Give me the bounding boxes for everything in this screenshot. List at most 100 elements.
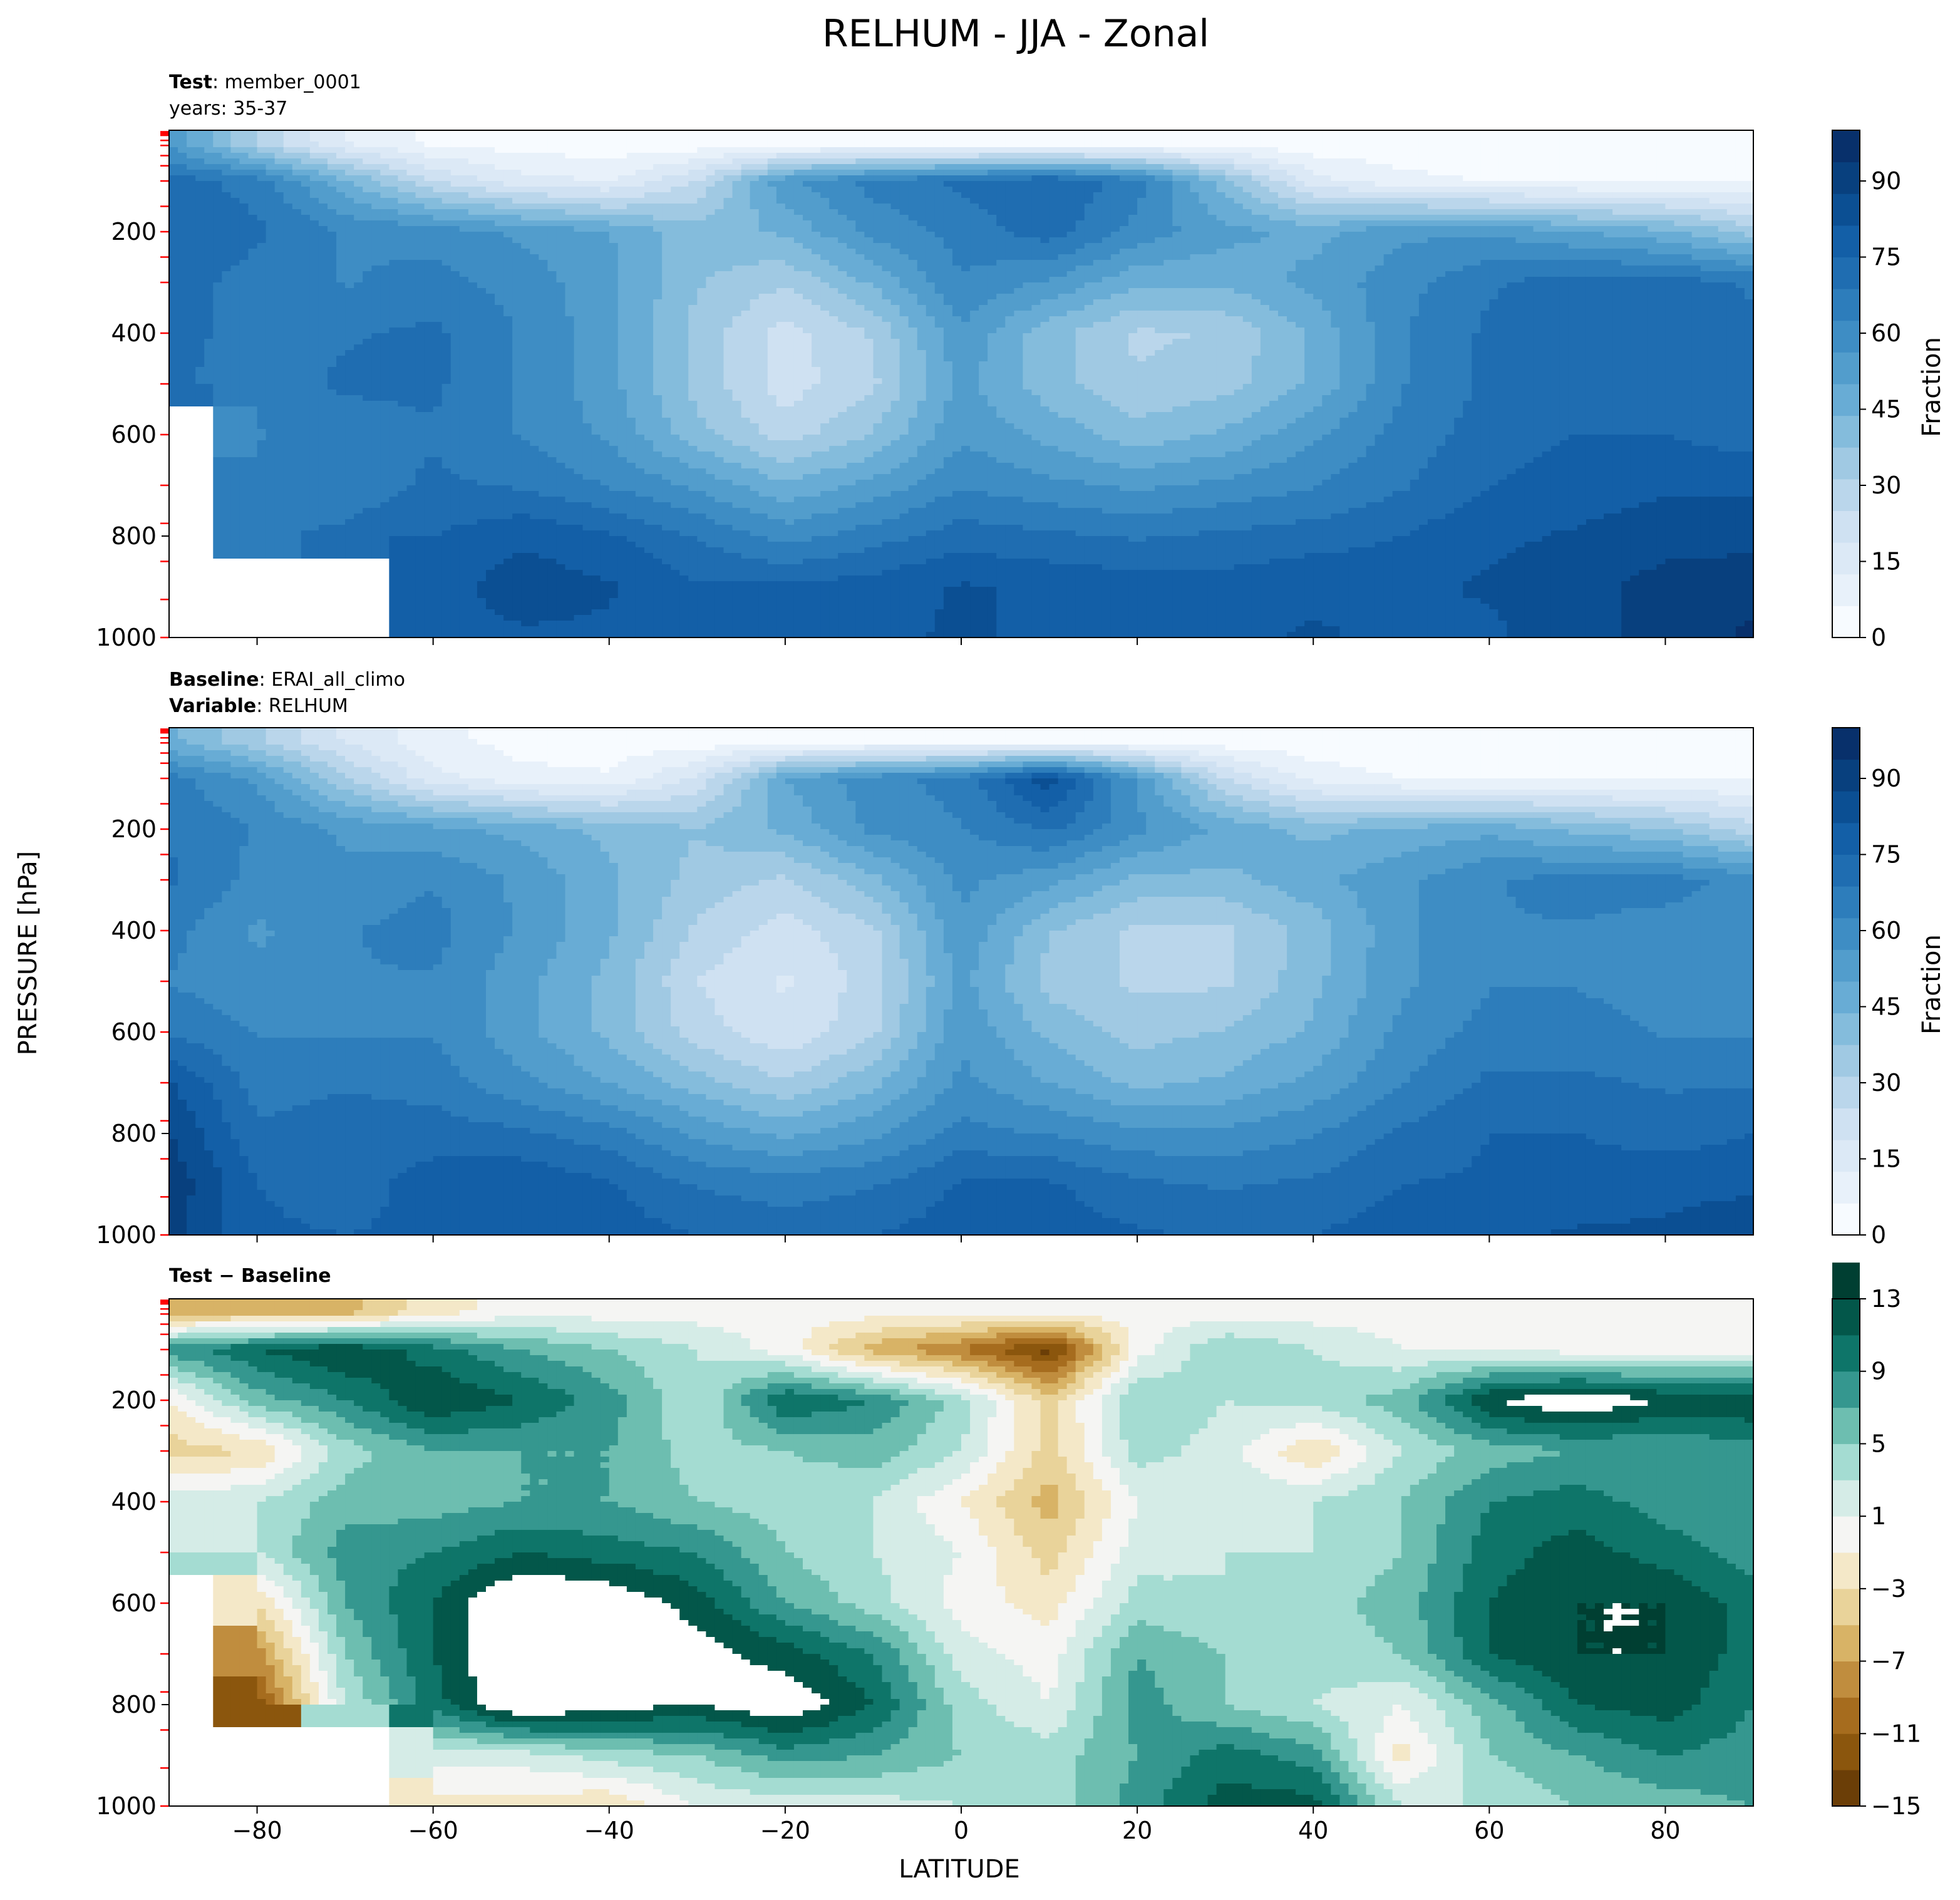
test-field-cell [187,158,196,165]
test-field-cell [1656,136,1666,142]
test-field-cell [354,232,363,238]
test-field-cell [539,142,548,148]
test-field-cell [1128,147,1138,153]
test-field-cell [829,175,838,182]
test-field-cell [1313,136,1323,142]
test-field-cell [1146,136,1155,142]
test-field-cell [1296,175,1305,182]
test-field-cell [1172,204,1182,210]
test-field-cell [1331,215,1340,221]
test-field-cell [794,147,803,153]
test-field-cell [460,215,469,221]
test-field-cell [988,153,997,159]
test-field-cell [363,198,372,204]
test-field-cell [855,232,865,238]
test-field-cell [178,226,187,232]
test-field-cell [1683,175,1693,182]
test-field-cell [803,147,812,153]
test-field-cell [1577,220,1587,227]
test-field-cell [855,147,865,153]
test-field-cell [1331,192,1340,199]
test-field-cell [1199,181,1209,187]
test-field-cell [398,209,407,215]
test-field-cell [1322,226,1331,232]
test-field-cell [909,142,918,148]
test-field-cell [512,153,522,159]
test-field-cell [319,220,328,227]
test-field-cell [1102,232,1112,238]
test-field-cell [284,192,293,199]
test-field-cell [1674,232,1684,238]
test-field-cell [1111,226,1120,232]
test-field-cell [556,215,565,221]
test-field-cell [1128,170,1138,176]
test-field-cell [1410,209,1420,215]
test-field-cell [442,175,451,182]
test-field-cell [741,158,751,165]
test-field-cell [460,158,469,165]
test-field-cell [1120,232,1129,238]
test-field-cell [803,164,812,170]
test-field-cell [556,204,565,210]
test-field-cell [829,147,838,153]
test-field-cell [688,226,698,232]
test-field-cell [1516,170,1525,176]
test-field-cell [1384,215,1393,221]
test-field-cell [1472,220,1481,227]
test-field-cell [794,136,803,142]
test-field-cell [380,220,389,227]
test-field-cell [284,187,293,193]
test-field-cell [1692,142,1701,148]
test-field-cell [1076,164,1085,170]
test-field-cell [1190,215,1199,221]
test-field-cell [1111,147,1120,153]
test-field-cell [1296,187,1305,193]
test-field-cell [1085,164,1094,170]
test-field-cell [961,147,971,153]
test-field-cell [988,215,997,221]
test-field-cell [1261,170,1270,176]
test-field-cell [671,198,680,204]
test-field-cell [1569,142,1578,148]
test-field-cell [195,170,205,176]
test-field-cell [1296,220,1305,227]
test-field-cell [873,215,882,221]
test-field-cell [1120,142,1129,148]
test-field-cell [345,175,354,182]
test-field-cell [1181,142,1190,148]
test-field-cell [1172,158,1182,165]
test-field-cell [714,215,724,221]
test-field-cell [714,198,724,204]
test-field-cell [1296,130,1305,137]
test-field-cell [178,198,187,204]
test-field-cell [574,175,584,182]
test-field-cell [1358,130,1367,137]
test-field-cell [565,232,575,238]
test-field-cell [407,153,416,159]
test-field-cell [1577,192,1587,199]
test-field-cell [354,170,363,176]
test-field-cell [979,187,988,193]
test-field-cell [249,164,258,170]
test-field-cell [230,237,240,244]
test-field-cell [1569,192,1578,199]
test-field-cell [477,192,487,199]
test-field-cell [662,142,671,148]
test-field-cell [547,142,557,148]
test-field-cell [389,198,398,204]
test-field-cell [1525,204,1534,210]
test-field-cell [1577,130,1587,137]
test-field-cell [398,237,407,244]
test-field-cell [1137,215,1147,221]
test-field-cell [495,198,504,204]
test-field-cell [1199,232,1209,238]
test-field-cell [230,187,240,193]
test-field-cell [979,164,988,170]
test-field-cell [1745,147,1754,153]
test-field-cell [724,158,733,165]
test-field-cell [512,175,522,182]
test-field-cell [873,204,882,210]
test-field-cell [1137,147,1147,153]
test-field-cell [653,170,663,176]
test-field-cell [636,130,645,137]
